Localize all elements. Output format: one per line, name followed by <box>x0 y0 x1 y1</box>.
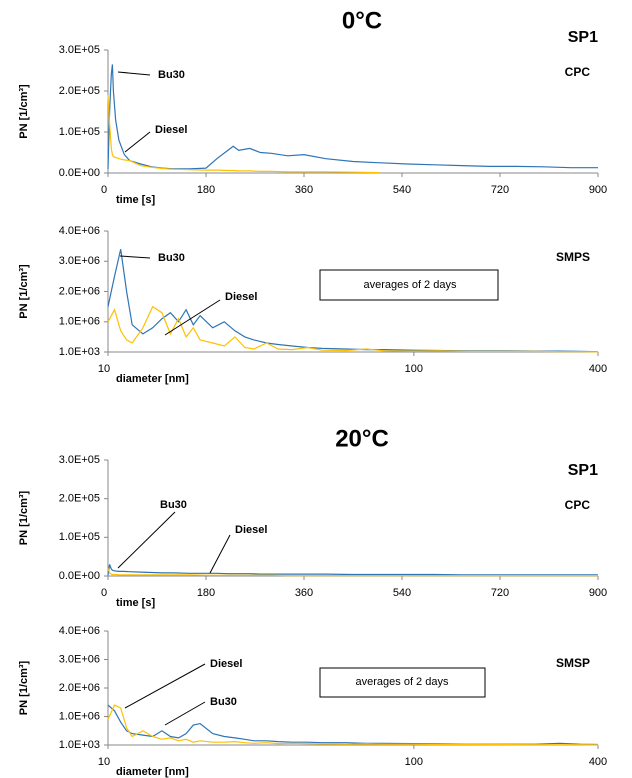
y-tick-label: 1.0E+06 <box>59 316 100 328</box>
y-tick-label: 1.0E+03 <box>59 346 100 358</box>
y-tick-label: 4.0E+06 <box>59 225 100 237</box>
series-label: Diesel <box>235 524 267 536</box>
x-tick-label: 100 <box>405 756 423 768</box>
x-tick-label: 400 <box>589 756 607 768</box>
y-tick-label: 1.0E+06 <box>59 710 100 722</box>
x-tick-label: 0 <box>101 587 107 599</box>
chart-title: 0°C <box>342 7 382 34</box>
label-leader <box>164 701 206 726</box>
series-label: Bu30 <box>210 696 237 708</box>
series-label: Bu30 <box>158 69 185 81</box>
y-axis-label: PN [1/cm³] <box>18 264 30 319</box>
y-tick-label: 3.0E+06 <box>59 255 100 267</box>
series-line <box>107 564 598 576</box>
annotation-box <box>319 667 486 698</box>
annotation: CPC <box>565 498 591 512</box>
x-axis-label: diameter [nm] <box>116 766 189 778</box>
annotation: SMSP <box>556 656 590 670</box>
annotation: SMPS <box>556 250 590 264</box>
y-tick-label: 4.0E+06 <box>59 625 100 637</box>
x-tick-label: 360 <box>295 587 313 599</box>
y-tick-label: 2.0E+06 <box>59 285 100 297</box>
series-line <box>107 704 599 746</box>
label-leader <box>117 71 151 76</box>
annotation-box <box>319 269 499 301</box>
x-axis-label: time [s] <box>116 194 155 206</box>
label-leader <box>119 255 151 259</box>
series-label: Diesel <box>155 124 187 136</box>
y-tick-label: 0.0E+00 <box>59 570 100 582</box>
x-tick-label: 900 <box>589 587 607 599</box>
x-tick-label: 540 <box>393 587 411 599</box>
annotation: SP1 <box>568 462 598 479</box>
y-tick-label: 3.0E+05 <box>59 44 100 56</box>
annotation: averages of 2 days <box>364 279 457 291</box>
x-tick-label: 180 <box>197 587 215 599</box>
x-tick-label: 720 <box>491 587 509 599</box>
x-tick-label: 540 <box>393 184 411 196</box>
x-tick-label: 900 <box>589 184 607 196</box>
y-axis-label: PN [1/cm³] <box>18 490 30 545</box>
chart-title: 20°C <box>335 425 389 452</box>
label-leader <box>117 511 176 569</box>
series-line <box>107 704 599 746</box>
y-tick-label: 2.0E+05 <box>59 493 100 505</box>
x-tick-label: 10 <box>98 363 110 375</box>
series-line <box>107 568 598 577</box>
y-axis-label: PN [1/cm³] <box>18 84 30 139</box>
y-axis-label: PN [1/cm³] <box>18 660 30 715</box>
x-tick-label: 100 <box>405 363 423 375</box>
x-tick-label: 360 <box>295 184 313 196</box>
x-axis-label: diameter [nm] <box>116 373 189 385</box>
annotation: SP1 <box>568 29 598 46</box>
label-leader <box>124 663 206 709</box>
y-tick-label: 2.0E+05 <box>59 85 100 97</box>
x-axis-label: time [s] <box>116 597 155 609</box>
series-label: Diesel <box>225 291 257 303</box>
y-tick-label: 3.0E+06 <box>59 653 100 665</box>
label-leader <box>164 299 221 336</box>
y-tick-label: 1.0E+05 <box>59 126 100 138</box>
x-tick-label: 180 <box>197 184 215 196</box>
annotation: averages of 2 days <box>356 676 449 688</box>
series-line <box>107 95 381 174</box>
series-line <box>107 64 598 170</box>
x-tick-label: 0 <box>101 184 107 196</box>
series-label: Bu30 <box>158 252 185 264</box>
y-tick-label: 0.0E+00 <box>59 167 100 179</box>
y-tick-label: 2.0E+06 <box>59 682 100 694</box>
series-label: Diesel <box>210 658 242 670</box>
series-label: Bu30 <box>160 499 187 511</box>
x-tick-label: 720 <box>491 184 509 196</box>
x-tick-label: 400 <box>589 363 607 375</box>
y-tick-label: 1.0E+05 <box>59 531 100 543</box>
series-line <box>107 305 599 353</box>
label-leader <box>124 131 151 153</box>
annotation: CPC <box>565 65 591 79</box>
label-leader <box>209 534 231 574</box>
y-tick-label: 1.0E+03 <box>59 739 100 751</box>
x-tick-label: 10 <box>98 756 110 768</box>
y-tick-label: 3.0E+05 <box>59 454 100 466</box>
